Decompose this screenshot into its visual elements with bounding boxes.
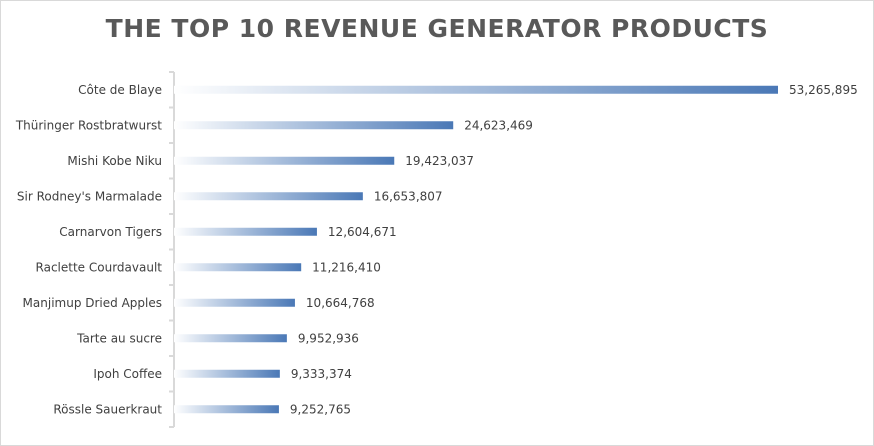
bars (174, 85, 778, 414)
bar (174, 156, 395, 165)
category-labels: Côte de Blaye Thüringer Rostbratwurst Mish… (15, 83, 162, 417)
bar (174, 334, 287, 343)
category-label: Mishi Kobe Niku (67, 154, 162, 168)
data-label: 9,252,765 (290, 402, 351, 416)
data-label: 24,623,469 (464, 118, 533, 132)
data-label: 53,265,895 (789, 83, 858, 97)
y-axis (169, 71, 175, 428)
bar (174, 263, 302, 272)
bar (174, 121, 454, 130)
bar (174, 369, 280, 378)
chart-title: THE TOP 10 REVENUE GENERATOR PRODUCTS (105, 14, 769, 43)
data-label: 12,604,671 (328, 225, 397, 239)
data-labels: 53,265,895 24,623,469 19,423,037 16,653,807… (290, 83, 858, 417)
bar (174, 85, 778, 94)
category-label: Rössle Sauerkraut (53, 402, 162, 416)
bar (174, 298, 295, 307)
category-label: Thüringer Rostbratwurst (15, 118, 162, 132)
category-label: Carnarvon Tigers (59, 225, 162, 239)
category-label: Sir Rodney's Marmalade (17, 189, 162, 203)
category-label: Manjimup Dried Apples (23, 296, 162, 310)
category-label: Côte de Blaye (78, 83, 162, 97)
data-label: 19,423,037 (405, 154, 474, 168)
data-label: 11,216,410 (312, 260, 381, 274)
data-label: 10,664,768 (306, 296, 375, 310)
bar (174, 227, 317, 236)
data-label: 9,333,374 (291, 367, 352, 381)
category-label: Ipoh Coffee (93, 367, 162, 381)
category-label: Tarte au sucre (76, 331, 162, 345)
data-label: 16,653,807 (374, 189, 443, 203)
category-label: Raclette Courdavault (36, 260, 163, 274)
bar (174, 192, 363, 201)
bar (174, 405, 279, 414)
data-label: 9,952,936 (298, 331, 359, 345)
